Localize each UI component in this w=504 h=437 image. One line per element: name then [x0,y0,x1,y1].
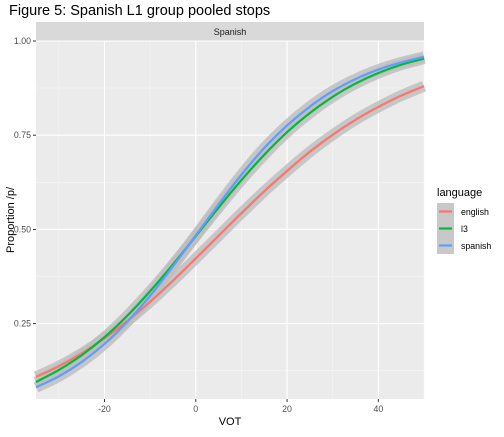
chart-title: Figure 5: Spanish L1 group pooled stops [9,3,270,19]
y-tick-label: 0.75 [14,130,31,140]
facet-label: Spanish [214,27,247,37]
grid-major [36,40,424,399]
x-tick-label: 0 [193,404,198,414]
y-tick-label: 0.25 [14,319,31,329]
x-axis: -20 0 20 40 [98,399,383,414]
legend-label-english: english [461,207,489,217]
x-tick-label: 40 [373,404,383,414]
x-axis-label: VOT [219,416,242,428]
legend-title: language [437,187,482,199]
legend-label-spanish: spanish [461,241,491,251]
series-line-spanish [35,55,425,389]
y-axis: 0.25 0.50 0.75 1.00 [14,36,36,329]
series-line-l3 [35,57,425,384]
legend-label-l3: l3 [461,224,468,234]
x-tick-label: 20 [282,404,292,414]
y-axis-label: Proportion /p/ [5,186,17,253]
series-lines [35,55,425,389]
facet-strip [36,22,424,41]
legend: language english l3 spanish [437,187,491,254]
y-tick-label: 0.50 [14,224,31,234]
y-tick-label: 1.00 [14,36,31,46]
x-tick-label: -20 [98,404,111,414]
grid-minor [36,41,425,399]
